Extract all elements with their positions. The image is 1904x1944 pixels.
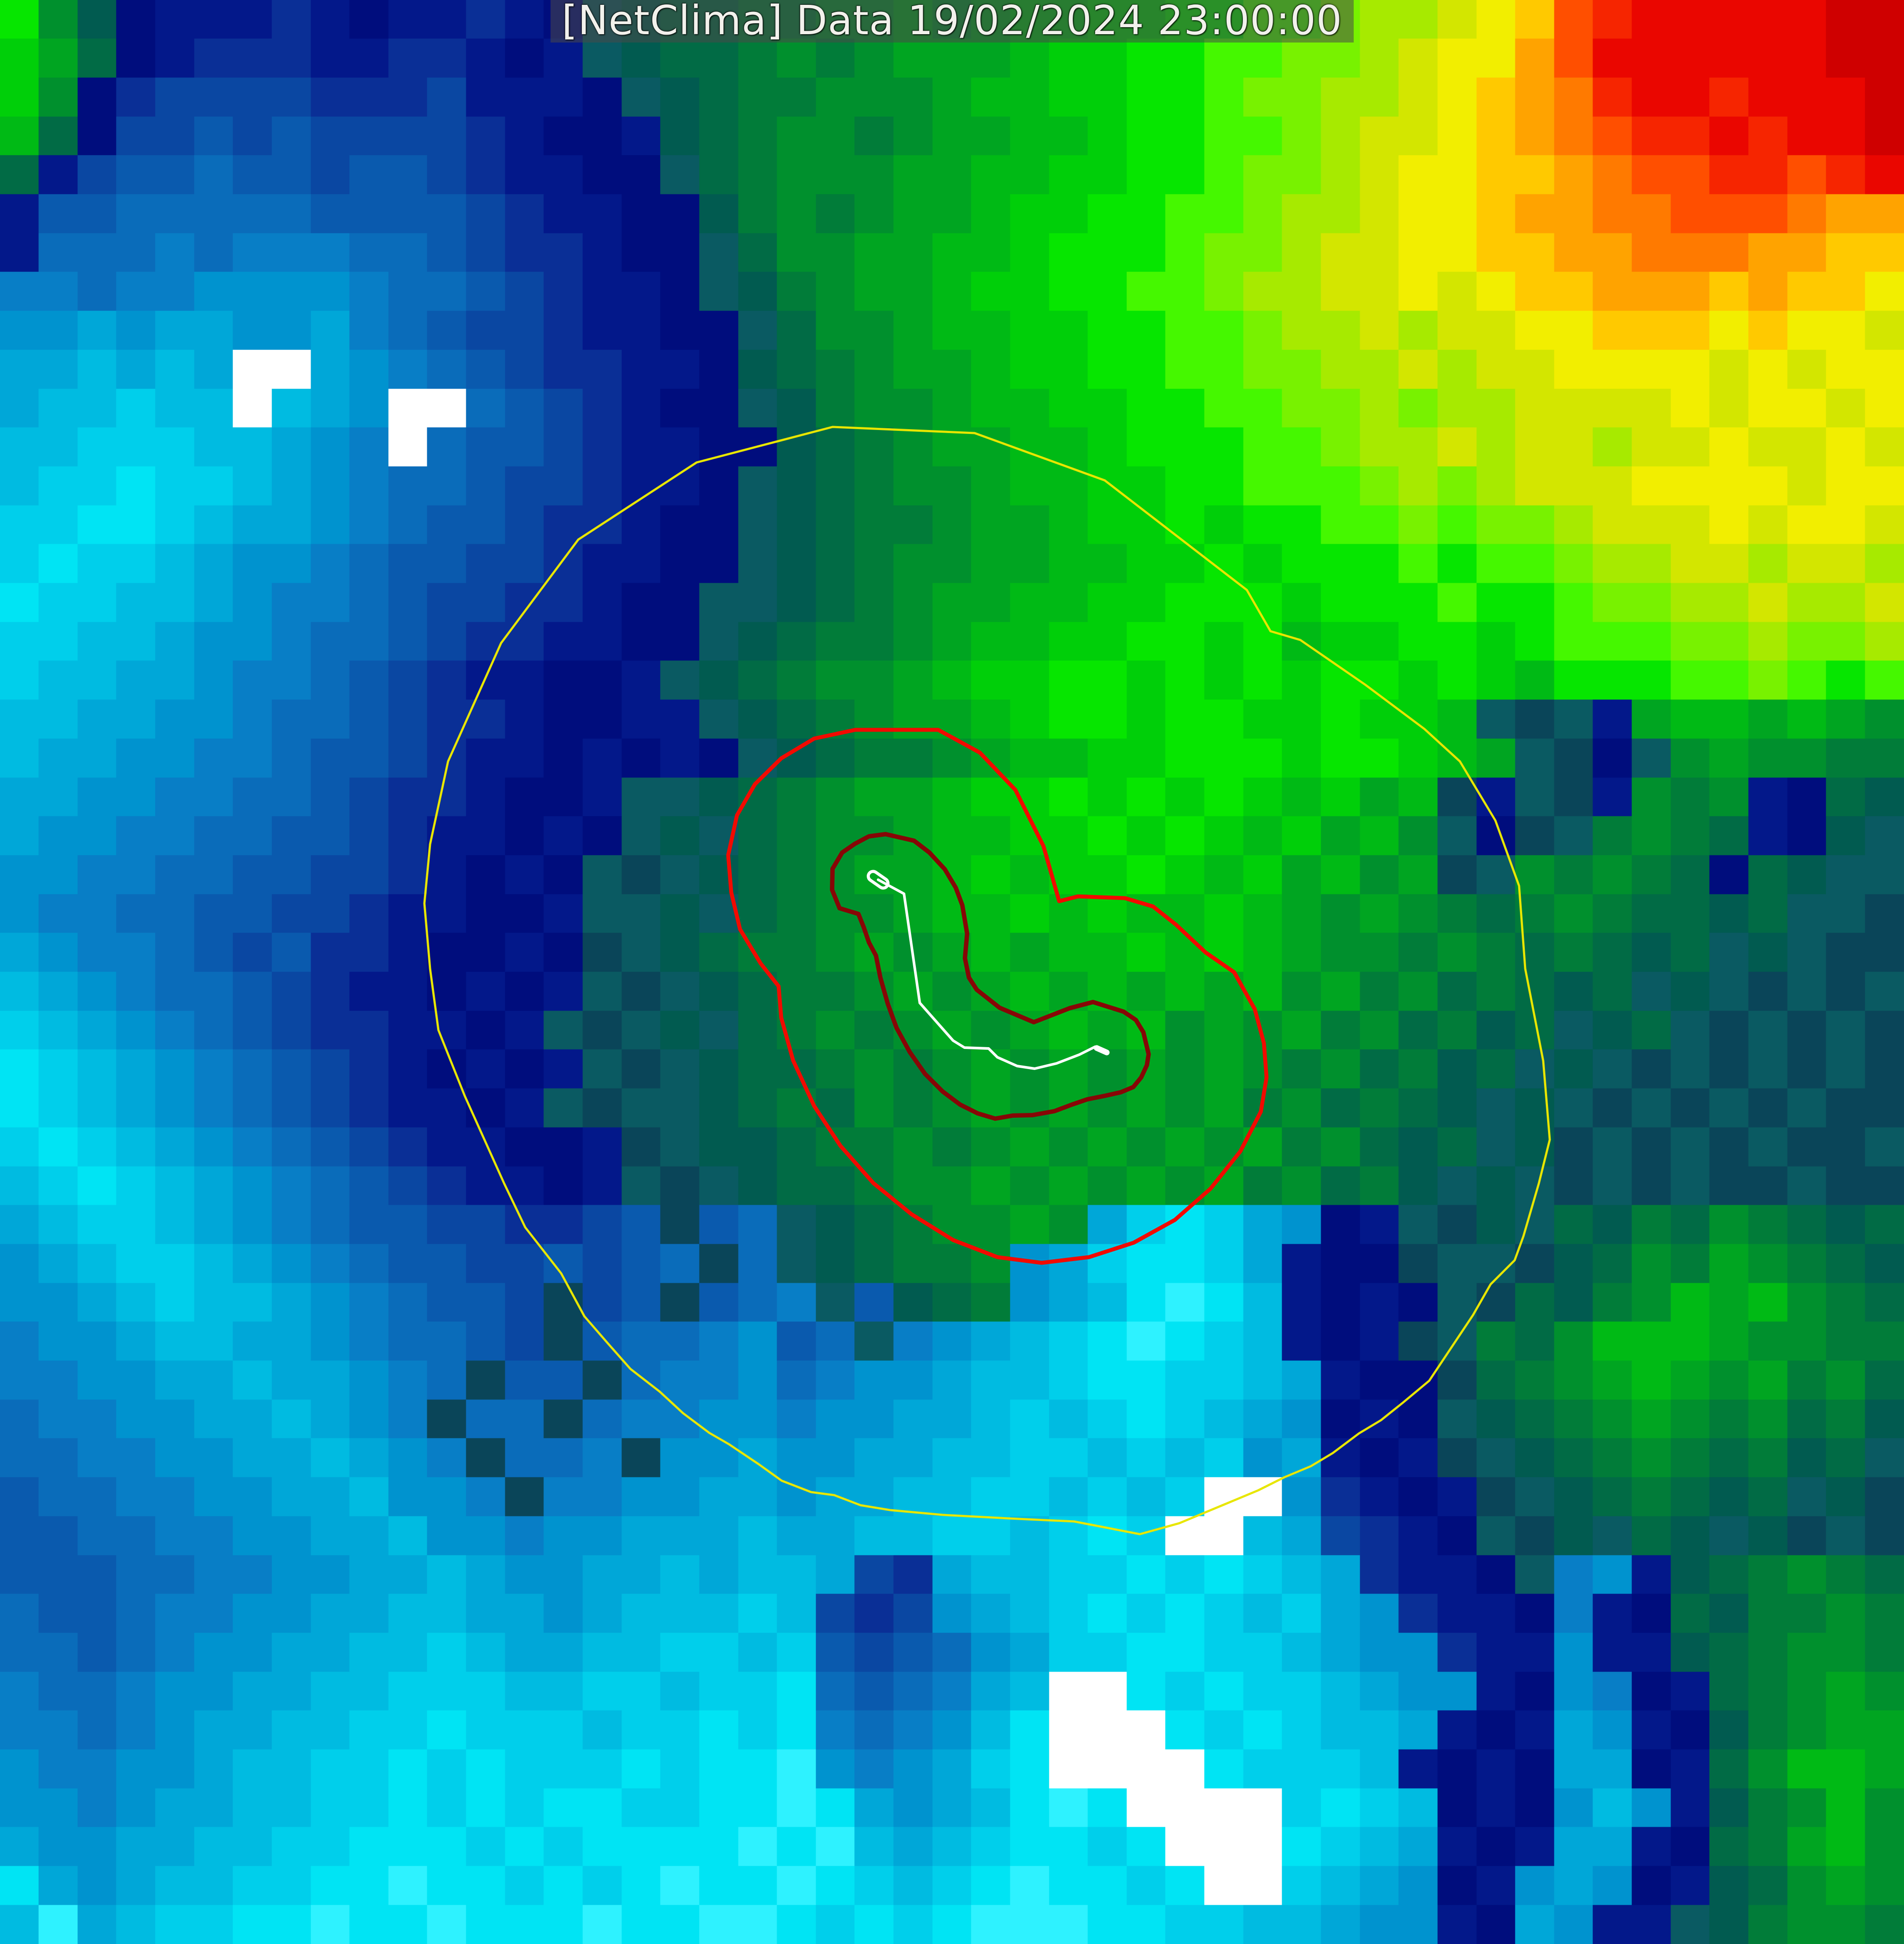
outer-probability-contour (423, 426, 1551, 1535)
track-end-marker (1094, 1045, 1110, 1056)
track-start-marker (867, 870, 890, 890)
middle-intensity-contour (726, 728, 1269, 1265)
title-bar: [NetClima] Data 19/02/2024 23:00:00 (550, 0, 1354, 44)
cyclone-track (877, 878, 1104, 1070)
inner-core-contour (830, 832, 1151, 1121)
title-text: [NetClima] Data 19/02/2024 23:00:00 (562, 0, 1342, 44)
